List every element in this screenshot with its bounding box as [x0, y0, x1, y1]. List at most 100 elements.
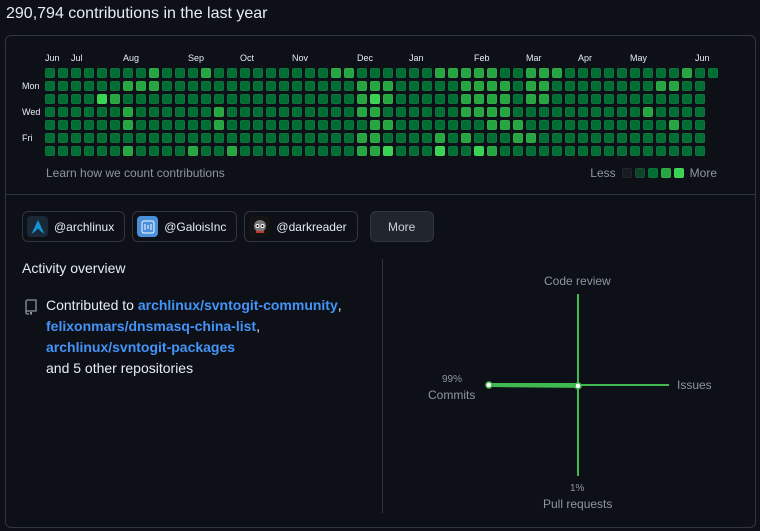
calendar-day-cell[interactable]: [240, 146, 250, 156]
calendar-day-cell[interactable]: [266, 94, 276, 104]
calendar-day-cell[interactable]: [565, 94, 575, 104]
calendar-day-cell[interactable]: [227, 94, 237, 104]
calendar-day-cell[interactable]: [396, 146, 406, 156]
calendar-day-cell[interactable]: [604, 120, 614, 130]
calendar-day-cell[interactable]: [279, 107, 289, 117]
calendar-day-cell[interactable]: [695, 68, 705, 78]
calendar-day-cell[interactable]: [487, 120, 497, 130]
calendar-day-cell[interactable]: [331, 94, 341, 104]
calendar-day-cell[interactable]: [240, 68, 250, 78]
calendar-day-cell[interactable]: [175, 107, 185, 117]
calendar-day-cell[interactable]: [422, 81, 432, 91]
calendar-day-cell[interactable]: [604, 146, 614, 156]
calendar-day-cell[interactable]: [71, 133, 81, 143]
calendar-day-cell[interactable]: [591, 133, 601, 143]
calendar-day-cell[interactable]: [240, 120, 250, 130]
calendar-day-cell[interactable]: [253, 133, 263, 143]
calendar-day-cell[interactable]: [617, 120, 627, 130]
calendar-day-cell[interactable]: [344, 94, 354, 104]
calendar-day-cell[interactable]: [370, 68, 380, 78]
calendar-day-cell[interactable]: [214, 81, 224, 91]
calendar-day-cell[interactable]: [71, 120, 81, 130]
repo-link-dnsmasq-china-list[interactable]: felixonmars/dnsmasq-china-list: [46, 318, 257, 334]
calendar-day-cell[interactable]: [695, 120, 705, 130]
calendar-day-cell[interactable]: [344, 146, 354, 156]
calendar-day-cell[interactable]: [383, 107, 393, 117]
calendar-day-cell[interactable]: [409, 68, 419, 78]
calendar-day-cell[interactable]: [292, 146, 302, 156]
calendar-day-cell[interactable]: [227, 133, 237, 143]
calendar-day-cell[interactable]: [552, 68, 562, 78]
calendar-day-cell[interactable]: [58, 81, 68, 91]
calendar-day-cell[interactable]: [84, 68, 94, 78]
calendar-day-cell[interactable]: [643, 68, 653, 78]
calendar-day-cell[interactable]: [474, 146, 484, 156]
calendar-day-cell[interactable]: [214, 94, 224, 104]
calendar-day-cell[interactable]: [110, 133, 120, 143]
calendar-day-cell[interactable]: [604, 68, 614, 78]
calendar-day-cell[interactable]: [214, 120, 224, 130]
calendar-day-cell[interactable]: [149, 68, 159, 78]
calendar-day-cell[interactable]: [357, 107, 367, 117]
calendar-day-cell[interactable]: [552, 146, 562, 156]
calendar-day-cell[interactable]: [500, 94, 510, 104]
calendar-day-cell[interactable]: [539, 68, 549, 78]
calendar-day-cell[interactable]: [214, 146, 224, 156]
calendar-day-cell[interactable]: [175, 68, 185, 78]
calendar-day-cell[interactable]: [84, 81, 94, 91]
calendar-day-cell[interactable]: [370, 146, 380, 156]
calendar-day-cell[interactable]: [370, 133, 380, 143]
calendar-day-cell[interactable]: [71, 146, 81, 156]
calendar-day-cell[interactable]: [695, 94, 705, 104]
calendar-day-cell[interactable]: [370, 120, 380, 130]
calendar-day-cell[interactable]: [84, 133, 94, 143]
calendar-day-cell[interactable]: [487, 81, 497, 91]
calendar-day-cell[interactable]: [97, 94, 107, 104]
calendar-day-cell[interactable]: [45, 81, 55, 91]
calendar-day-cell[interactable]: [344, 133, 354, 143]
calendar-day-cell[interactable]: [643, 94, 653, 104]
calendar-day-cell[interactable]: [292, 94, 302, 104]
calendar-day-cell[interactable]: [565, 146, 575, 156]
calendar-day-cell[interactable]: [331, 107, 341, 117]
calendar-day-cell[interactable]: [253, 68, 263, 78]
calendar-day-cell[interactable]: [409, 94, 419, 104]
calendar-day-cell[interactable]: [110, 146, 120, 156]
calendar-day-cell[interactable]: [305, 107, 315, 117]
calendar-day-cell[interactable]: [669, 94, 679, 104]
calendar-day-cell[interactable]: [110, 107, 120, 117]
calendar-day-cell[interactable]: [344, 68, 354, 78]
calendar-day-cell[interactable]: [578, 94, 588, 104]
calendar-day-cell[interactable]: [552, 120, 562, 130]
calendar-day-cell[interactable]: [539, 81, 549, 91]
calendar-day-cell[interactable]: [448, 107, 458, 117]
calendar-day-cell[interactable]: [149, 146, 159, 156]
calendar-day-cell[interactable]: [188, 107, 198, 117]
calendar-day-cell[interactable]: [630, 94, 640, 104]
calendar-day-cell[interactable]: [396, 133, 406, 143]
calendar-day-cell[interactable]: [292, 107, 302, 117]
calendar-day-cell[interactable]: [110, 94, 120, 104]
calendar-day-cell[interactable]: [162, 133, 172, 143]
calendar-day-cell[interactable]: [526, 133, 536, 143]
calendar-day-cell[interactable]: [188, 81, 198, 91]
calendar-day-cell[interactable]: [656, 107, 666, 117]
calendar-day-cell[interactable]: [110, 120, 120, 130]
calendar-day-cell[interactable]: [474, 107, 484, 117]
calendar-day-cell[interactable]: [344, 81, 354, 91]
calendar-day-cell[interactable]: [656, 120, 666, 130]
calendar-day-cell[interactable]: [305, 68, 315, 78]
calendar-day-cell[interactable]: [539, 120, 549, 130]
calendar-day-cell[interactable]: [253, 81, 263, 91]
calendar-day-cell[interactable]: [162, 81, 172, 91]
calendar-day-cell[interactable]: [84, 94, 94, 104]
calendar-day-cell[interactable]: [695, 146, 705, 156]
calendar-day-cell[interactable]: [656, 81, 666, 91]
calendar-day-cell[interactable]: [357, 120, 367, 130]
calendar-day-cell[interactable]: [604, 94, 614, 104]
calendar-day-cell[interactable]: [435, 81, 445, 91]
calendar-day-cell[interactable]: [552, 94, 562, 104]
calendar-day-cell[interactable]: [331, 120, 341, 130]
calendar-day-cell[interactable]: [513, 133, 523, 143]
calendar-day-cell[interactable]: [58, 94, 68, 104]
